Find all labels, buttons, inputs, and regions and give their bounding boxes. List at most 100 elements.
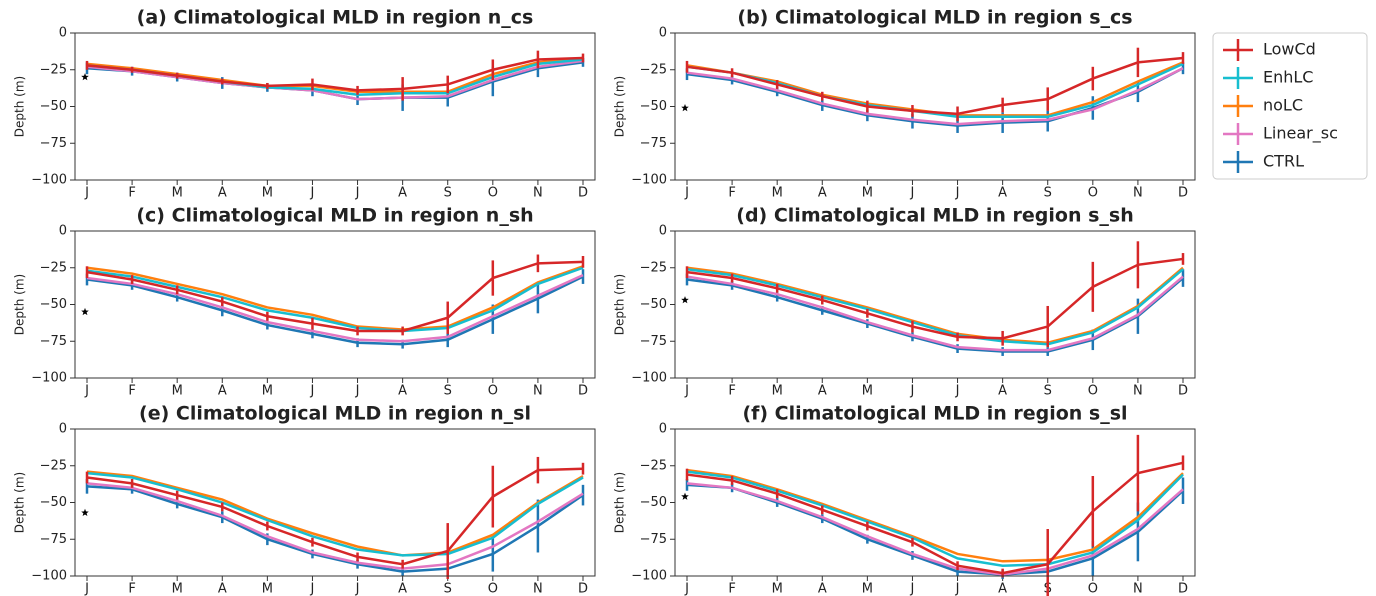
x-tick-label: N [533, 582, 543, 596]
star-marker [81, 508, 89, 516]
x-tick-label: J [684, 186, 689, 201]
x-tick-label: J [910, 186, 915, 201]
x-tick-label: A [218, 186, 227, 201]
legend-label: CTRL [1263, 152, 1304, 171]
y-tick-label: −75 [640, 532, 667, 547]
x-tick-label: J [910, 582, 915, 596]
series-line [686, 468, 1184, 563]
x-tick-label: F [728, 582, 735, 596]
y-tick-label: −75 [40, 136, 67, 151]
x-tick-label: D [578, 384, 588, 399]
x-tick-label: J [310, 186, 315, 201]
series-line [86, 471, 584, 557]
y-tick-label: −100 [31, 371, 67, 386]
x-tick-label: S [444, 582, 452, 596]
x-tick-label: D [1178, 384, 1188, 399]
y-tick-label: −75 [40, 334, 67, 349]
y-axis-label: Depth (m) [13, 76, 27, 137]
x-tick-label: J [84, 384, 89, 399]
series-line [686, 67, 1184, 126]
series-line [86, 56, 584, 94]
star-marker [81, 307, 89, 316]
chart-title: (c) Climatological MLD in region n_sh [136, 205, 533, 227]
series-line [86, 265, 584, 331]
x-tick-label: D [578, 186, 588, 201]
x-tick-label: J [84, 186, 89, 201]
x-tick-label: J [355, 384, 360, 399]
plot-frame [674, 230, 1196, 379]
chart-title: (b) Climatological MLD in region s_cs [737, 7, 1132, 29]
x-tick-label: J [955, 186, 960, 201]
legend-box [1212, 32, 1368, 180]
y-tick-label: 0 [659, 224, 667, 239]
y-tick-label: 0 [59, 422, 67, 437]
y-tick-label: −25 [40, 458, 67, 473]
star-marker [681, 296, 689, 304]
y-tick-label: 0 [59, 224, 67, 239]
series-line [686, 275, 1184, 352]
x-tick-label: M [862, 384, 873, 399]
y-tick-label: −25 [40, 62, 67, 77]
y-tick-label: −50 [40, 99, 67, 114]
x-tick-label: J [684, 582, 689, 596]
series-line [86, 266, 584, 333]
x-tick-label: S [1044, 384, 1052, 399]
plot-frame [74, 230, 596, 379]
plot-frame [674, 32, 1196, 181]
y-tick-label: −25 [40, 260, 67, 275]
y-tick-label: −25 [640, 62, 667, 77]
y-tick-label: −100 [31, 173, 67, 188]
x-tick-label: A [818, 186, 827, 201]
y-tick-label: −75 [640, 136, 667, 151]
y-axis-label: Depth (m) [613, 472, 627, 533]
x-tick-label: J [910, 384, 915, 399]
x-tick-label: A [218, 384, 227, 399]
y-tick-label: −100 [631, 569, 667, 584]
y-axis-label: Depth (m) [13, 274, 27, 335]
series-line [86, 482, 584, 570]
x-tick-label: M [862, 186, 873, 201]
x-tick-label: O [488, 384, 498, 399]
x-tick-label: A [218, 582, 227, 596]
series-line [686, 277, 1184, 353]
y-tick-label: −100 [631, 371, 667, 386]
series-line [86, 59, 584, 101]
star-marker [81, 73, 89, 81]
x-tick-label: O [1088, 186, 1098, 201]
series-line [86, 275, 584, 346]
x-tick-label: S [444, 384, 452, 399]
series-line [86, 273, 584, 343]
x-tick-label: M [172, 384, 183, 399]
series-line [686, 482, 1184, 576]
y-tick-label: −50 [40, 297, 67, 312]
y-tick-label: 0 [659, 26, 667, 41]
x-tick-label: J [310, 582, 315, 596]
legend-label: noLC [1263, 96, 1303, 115]
x-tick-label: N [1133, 186, 1143, 201]
x-tick-label: N [1133, 384, 1143, 399]
plot-frame [74, 428, 596, 577]
series-line [686, 257, 1184, 340]
chart-title: (f) Climatological MLD in region s_sl [742, 403, 1127, 425]
x-tick-label: M [262, 186, 273, 201]
series-line [686, 470, 1184, 567]
x-tick-label: O [488, 186, 498, 201]
x-tick-label: A [398, 384, 407, 399]
x-tick-label: M [172, 186, 183, 201]
star-marker [681, 492, 689, 500]
x-tick-label: S [444, 186, 452, 201]
series-line [686, 461, 1184, 575]
x-tick-label: F [128, 582, 135, 596]
y-tick-label: −75 [640, 334, 667, 349]
x-tick-label: J [684, 384, 689, 399]
x-tick-label: M [262, 582, 273, 596]
x-tick-label: A [818, 582, 827, 596]
y-tick-label: −100 [31, 569, 67, 584]
chart-title: (d) Climatological MLD in region s_sh [736, 205, 1133, 227]
y-axis-label: Depth (m) [13, 472, 27, 533]
x-tick-label: M [772, 384, 783, 399]
x-tick-label: N [533, 384, 543, 399]
chart-title: (e) Climatological MLD in region n_sl [139, 403, 531, 425]
x-tick-label: J [355, 186, 360, 201]
